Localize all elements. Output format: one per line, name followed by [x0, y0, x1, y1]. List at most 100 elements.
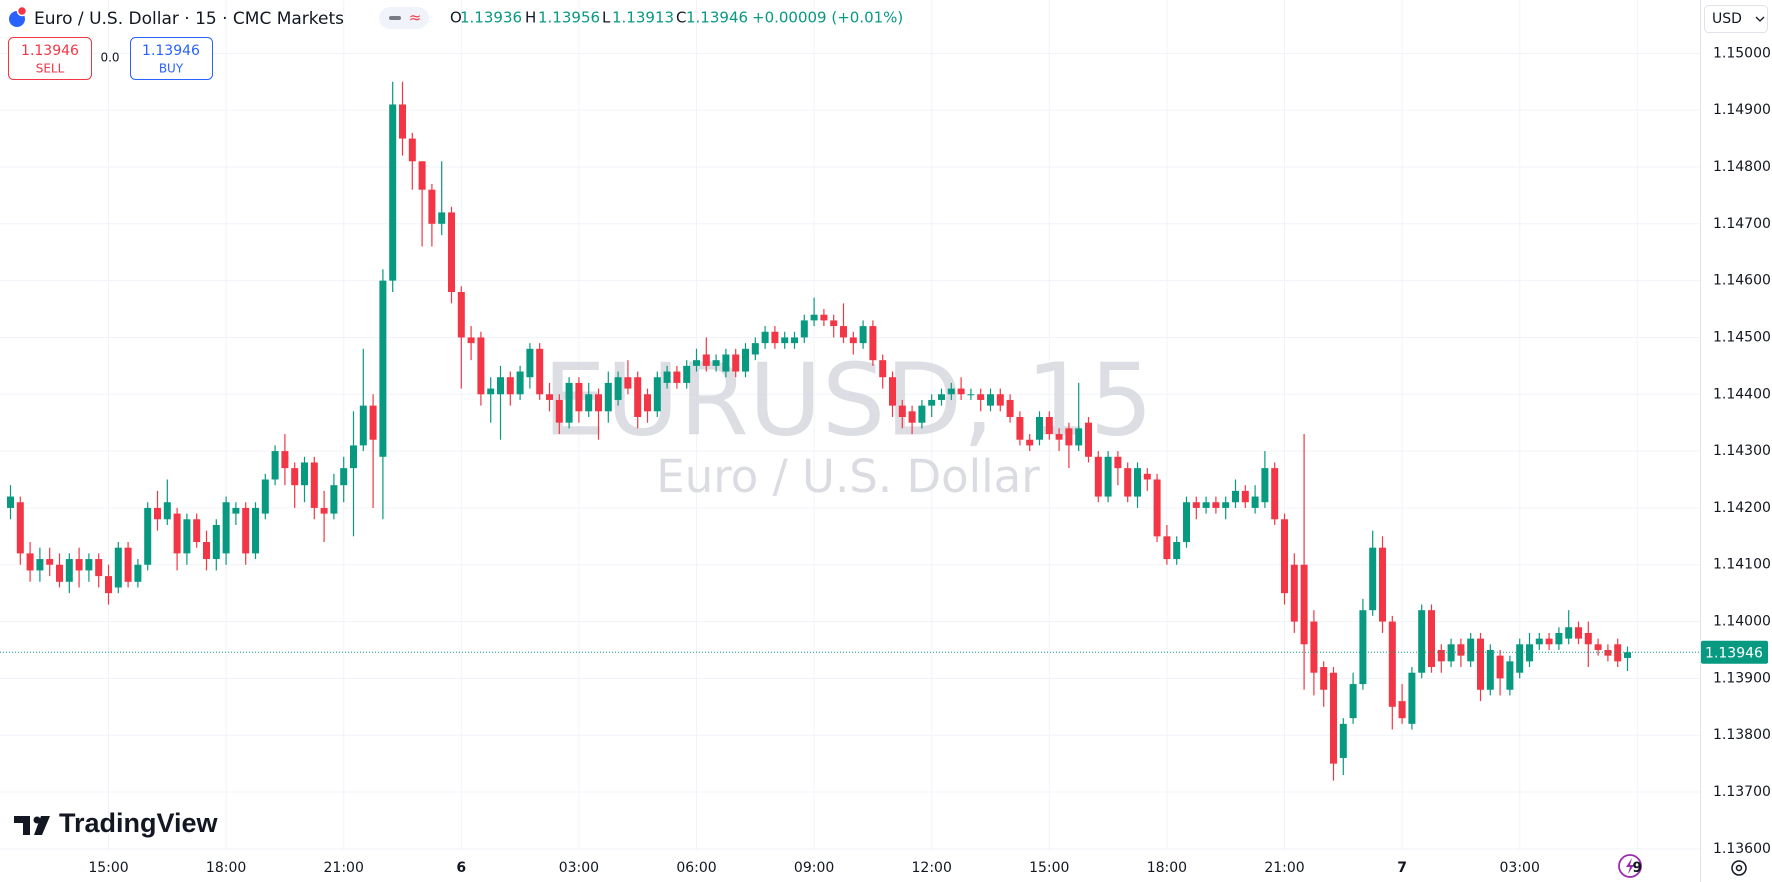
candle-body [1055, 434, 1063, 440]
brand-name: TradingView [59, 808, 219, 838]
y-tick-label: 1.13600 [1713, 841, 1771, 857]
currency-selector[interactable]: USD [1704, 5, 1768, 33]
candle-body [712, 360, 720, 366]
candle-body [399, 104, 406, 139]
candle-body [908, 411, 916, 423]
ohlc-key: O [450, 9, 462, 27]
settings-button[interactable] [1731, 860, 1747, 876]
candle-body [957, 388, 965, 395]
candle-body [1496, 655, 1504, 679]
last-price-label: 1.13946 [1705, 645, 1763, 661]
candle-body [516, 371, 524, 395]
candle-body [1212, 502, 1220, 508]
candle-body [1192, 502, 1200, 508]
candle-body [526, 348, 534, 378]
candle-body [389, 104, 397, 281]
candle-body [1143, 473, 1151, 480]
candle-body [967, 394, 975, 396]
y-tick-label: 1.14900 [1713, 102, 1771, 118]
candle-body [898, 405, 906, 417]
candle-body [1604, 649, 1612, 656]
candle-body [889, 377, 896, 406]
y-tick-label: 1.14800 [1713, 159, 1771, 175]
candle-body [252, 507, 259, 554]
y-tick-label: 1.14500 [1713, 329, 1771, 345]
candle-body [859, 326, 867, 344]
candle-body [1516, 644, 1524, 673]
candle-body [830, 320, 838, 327]
symbol-title[interactable]: Euro / U.S. Dollar · 15 · CMC Markets [34, 9, 344, 29]
ohlc-legend: O1.13936 H 1.13956 L 1.13913 C 1.13946 +0.00009… [450, 9, 903, 27]
x-tick-label: 06:00 [676, 860, 716, 876]
candle-body [585, 394, 593, 412]
candle-body [1388, 621, 1396, 707]
sell-button[interactable]: 1.13946 SELL [8, 37, 92, 80]
buy-label[interactable]: BUY [159, 62, 184, 76]
candle-body [1555, 632, 1563, 645]
candle-body [1428, 610, 1435, 668]
candle-body [1241, 490, 1249, 503]
candle-body [693, 360, 700, 366]
candle-body [1526, 644, 1533, 662]
candle-body [1349, 684, 1357, 719]
candle-body [1232, 490, 1239, 503]
ohlc-value: 1.13913 [612, 9, 674, 27]
last-price-tag [1701, 640, 1768, 664]
candle-body [820, 314, 828, 321]
candle-body [1075, 428, 1083, 446]
candle-body [1310, 621, 1318, 673]
candle-body [624, 377, 632, 389]
candle-body [1467, 638, 1475, 662]
sell-price[interactable]: 1.13946 [21, 43, 79, 59]
x-tick-label: 03:00 [559, 860, 599, 876]
candle-body [1477, 638, 1484, 690]
x-tick-label: 12:00 [912, 860, 952, 876]
candle-body [497, 377, 504, 395]
candle-body [183, 519, 191, 554]
candle-body [947, 388, 955, 395]
candle-body [1261, 468, 1269, 503]
candle-body [1222, 502, 1230, 508]
candle-body [849, 337, 857, 344]
candle-body [869, 326, 877, 361]
buy-button[interactable]: 1.13946 BUY [130, 37, 213, 80]
candle-body [614, 377, 622, 400]
candle-body [810, 314, 818, 321]
candle-body [1134, 468, 1141, 497]
candle-body [1535, 638, 1543, 645]
candle-body [418, 161, 426, 190]
candle-body [1085, 422, 1092, 457]
candle-body [163, 502, 171, 520]
x-tick-label: 18:00 [1147, 860, 1187, 876]
lightning-button[interactable] [1618, 854, 1642, 878]
ohlc-key: H [525, 9, 536, 27]
candle-body [1506, 661, 1514, 690]
candle-body [457, 291, 465, 338]
x-tick-label: 15:00 [1029, 860, 1069, 876]
candle-body [1124, 468, 1132, 497]
candle-body [144, 507, 152, 565]
sell-label[interactable]: SELL [36, 62, 65, 76]
candle-body [46, 559, 54, 565]
y-tick-label: 1.14700 [1713, 216, 1771, 232]
candle-body [438, 212, 446, 224]
buy-price[interactable]: 1.13946 [142, 43, 200, 59]
candle-body [1065, 428, 1073, 446]
candle-body [320, 507, 328, 514]
candle-body [330, 485, 338, 514]
candle-body [310, 462, 318, 508]
candle-body [1173, 542, 1181, 560]
y-tick-label: 1.14200 [1713, 500, 1771, 516]
candle-body [536, 348, 544, 395]
candle-body [379, 280, 387, 457]
status-pill[interactable]: ≈ [379, 7, 429, 29]
candle-body [408, 138, 416, 162]
candle-body [1281, 519, 1288, 594]
candle-body [222, 502, 230, 554]
y-tick-label: 1.13800 [1713, 727, 1771, 743]
candle-body [1104, 456, 1112, 497]
candle-body [26, 553, 34, 571]
x-tick-label: 15:00 [88, 860, 128, 876]
candle-body [1114, 456, 1122, 469]
currency[interactable]: USD [1712, 11, 1742, 27]
